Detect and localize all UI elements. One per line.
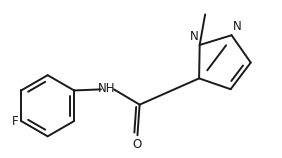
- Text: N: N: [233, 20, 241, 33]
- Text: O: O: [133, 138, 142, 151]
- Text: N: N: [190, 30, 199, 43]
- Text: F: F: [12, 115, 18, 128]
- Text: NH: NH: [98, 82, 116, 95]
